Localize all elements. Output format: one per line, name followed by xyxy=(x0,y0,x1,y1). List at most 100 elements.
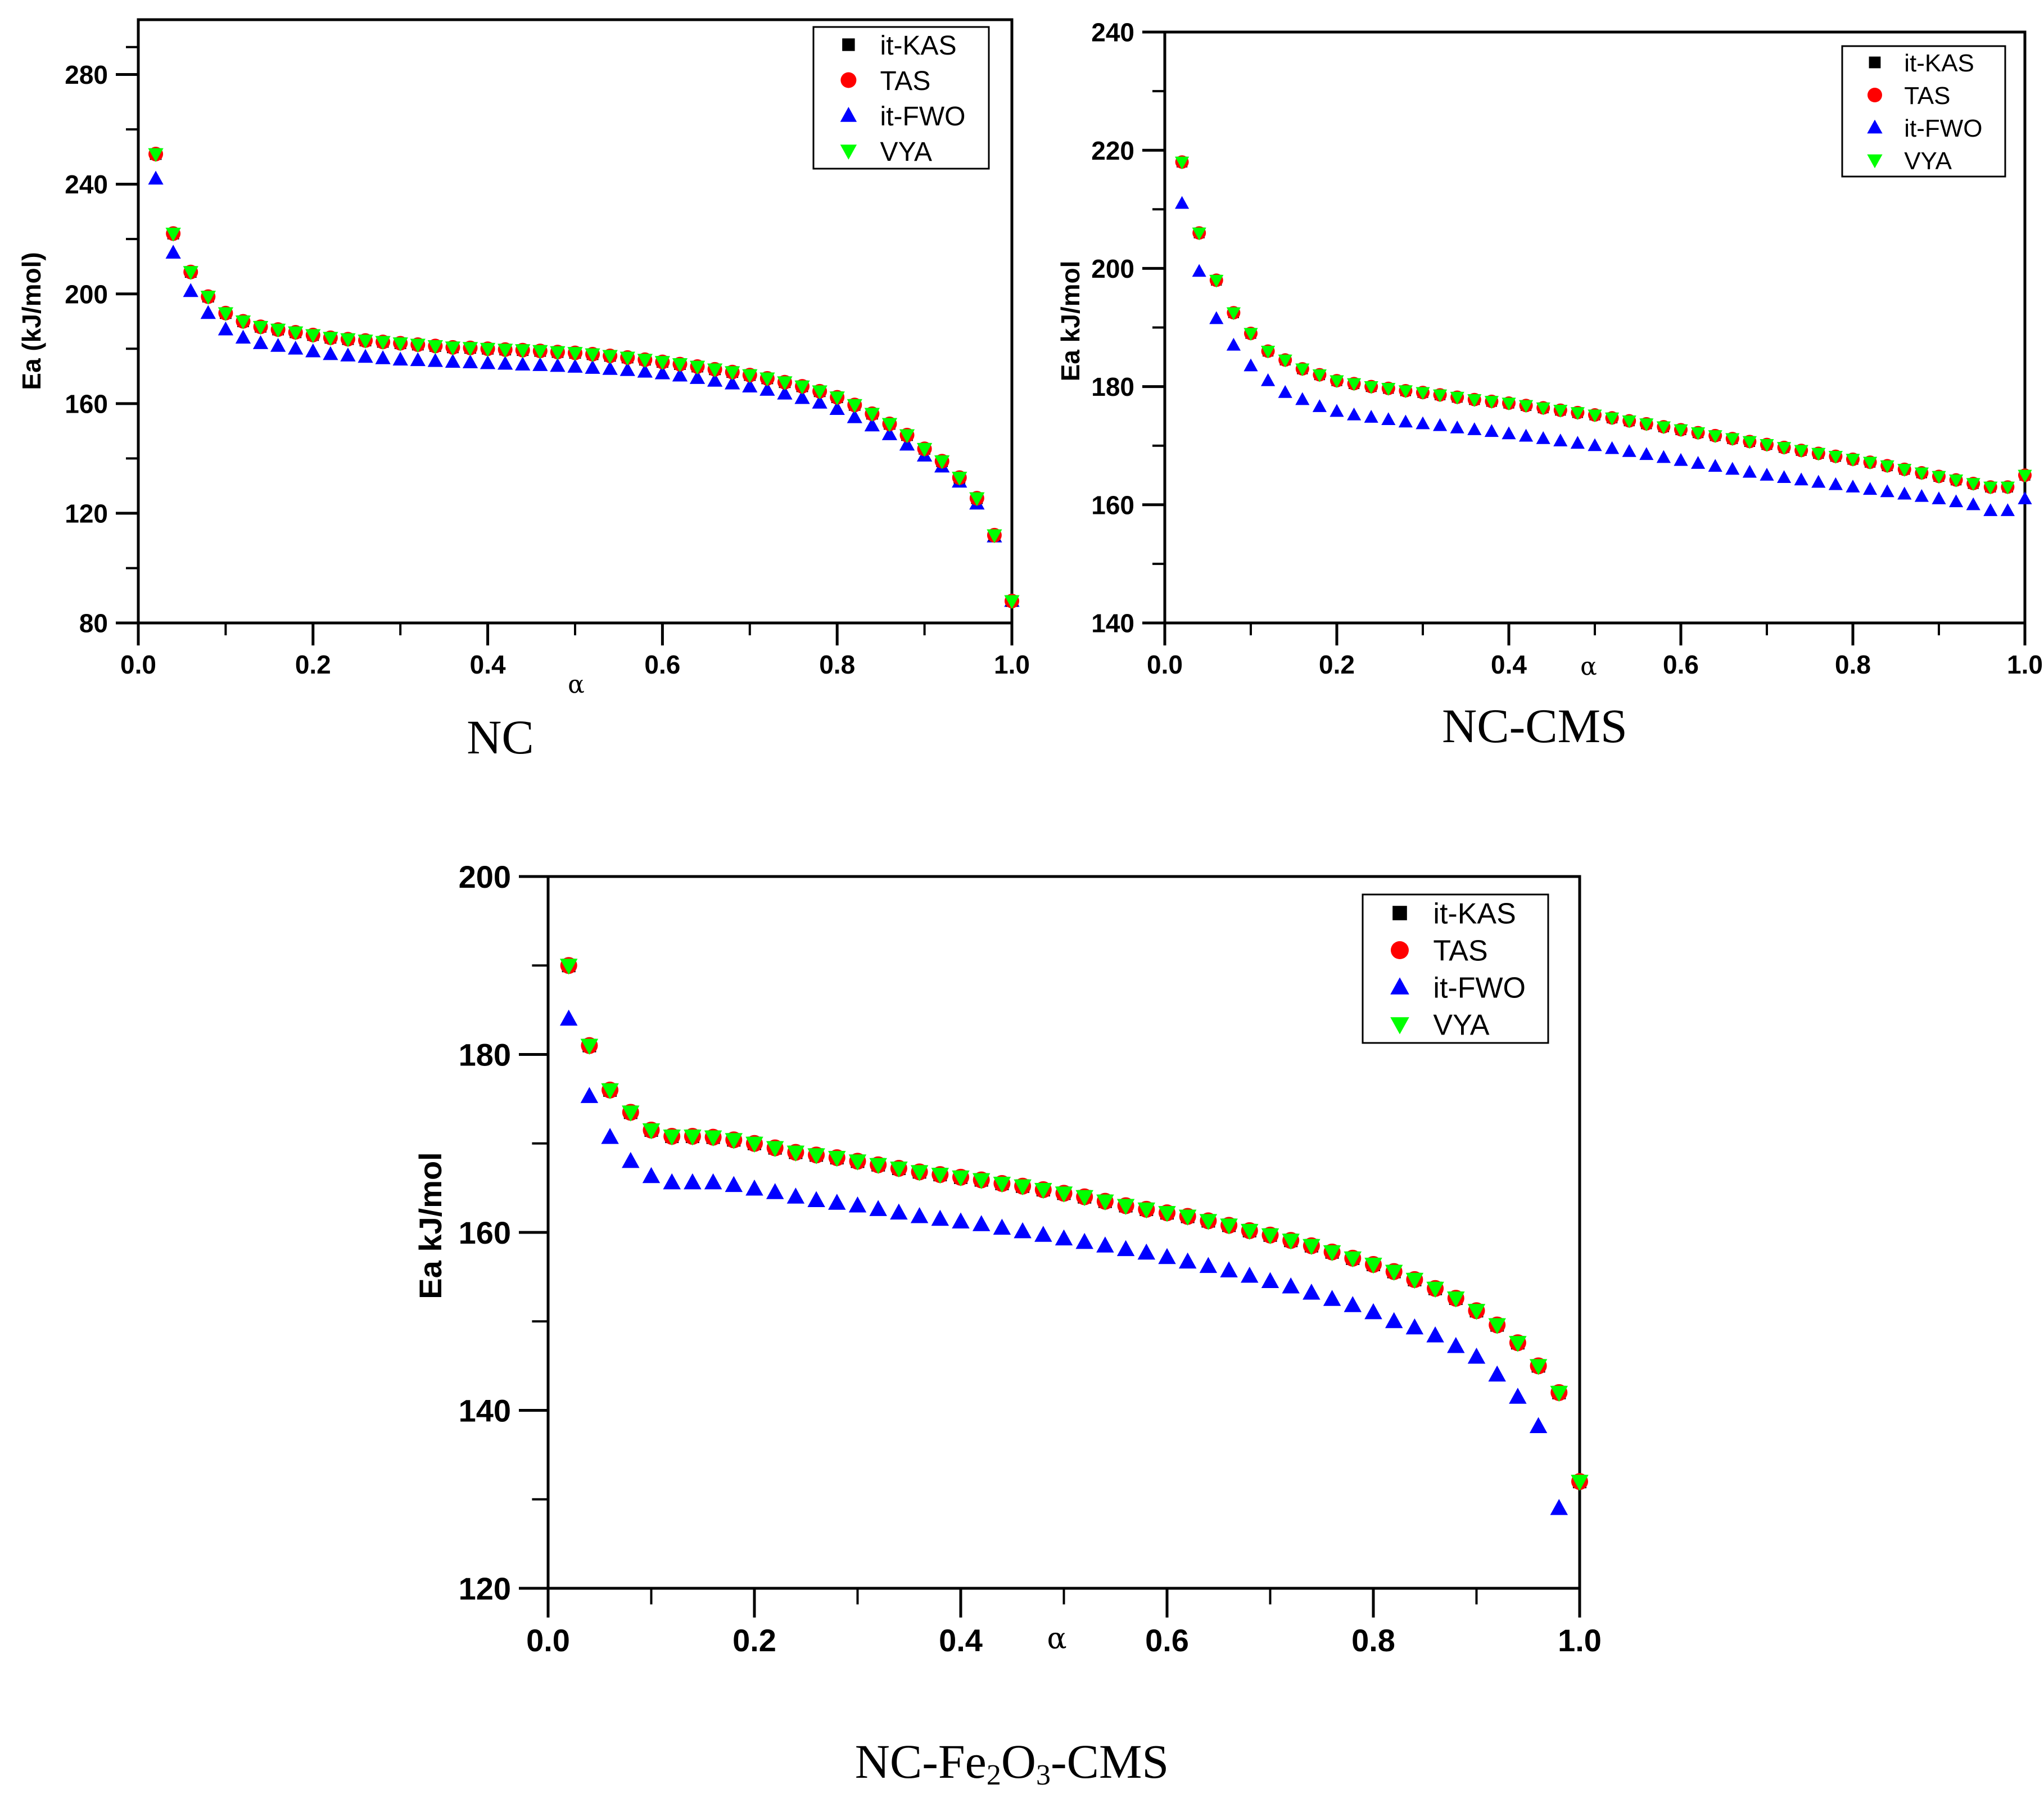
chart-nc-cms-y-ticks: 140 160 180 200 220 240 xyxy=(1091,18,1165,638)
data-point-fwo xyxy=(550,358,566,372)
data-point-vya xyxy=(1312,369,1327,382)
legend-label-vya: VYA xyxy=(1433,1009,1490,1042)
data-point-fwo xyxy=(1708,459,1722,472)
data-point-vya xyxy=(742,369,758,383)
chart-nc-fe2o3-cms-caption: NC-Fe2O3-CMS xyxy=(855,1734,1169,1791)
data-point-vya xyxy=(684,1130,702,1146)
data-point-vya xyxy=(1519,400,1534,413)
data-point-fwo xyxy=(1949,494,1964,508)
data-point-fwo xyxy=(532,357,548,371)
data-point-vya xyxy=(1488,1318,1506,1335)
data-point-vya xyxy=(288,326,304,341)
data-point-vya xyxy=(200,291,216,305)
data-point-vya xyxy=(707,363,723,378)
data-point-vya xyxy=(952,1170,970,1187)
data-point-fwo xyxy=(777,385,793,400)
data-point-vya xyxy=(848,1154,867,1171)
data-point-fwo xyxy=(766,1183,784,1199)
legend-marker-fwo xyxy=(840,107,857,122)
data-point-fwo xyxy=(1519,428,1534,442)
data-point-vya xyxy=(480,342,496,357)
data-point-vya xyxy=(1303,1239,1321,1255)
y-tick-label: 240 xyxy=(1091,18,1134,47)
data-point-fwo xyxy=(1725,462,1740,475)
data-point-fwo xyxy=(1075,1232,1093,1249)
data-point-fwo xyxy=(1312,399,1327,412)
data-point-fwo xyxy=(642,1167,661,1183)
chart-nc-fe2o3-cms-x-ticks: 0.0 0.2 0.4 0.6 0.8 1.0 xyxy=(526,1588,1602,1658)
data-point-vya xyxy=(1199,1214,1218,1230)
data-point-fwo xyxy=(1932,491,1946,504)
legend-label-kas: it-KAS xyxy=(1433,898,1516,930)
data-point-vya xyxy=(1282,1234,1300,1250)
data-point-fwo xyxy=(1398,414,1413,428)
data-point-fwo xyxy=(759,382,775,396)
data-point-vya xyxy=(952,472,967,486)
y-tick-label: 160 xyxy=(459,1215,511,1250)
data-point-fwo xyxy=(252,335,269,349)
data-point-vya xyxy=(890,1162,908,1178)
data-point-fwo xyxy=(1674,453,1688,466)
data-point-vya xyxy=(1794,445,1808,458)
legend-marker-kas xyxy=(1392,906,1407,920)
data-point-vya xyxy=(270,323,286,338)
y-tick-label: 200 xyxy=(459,859,511,895)
data-point-vya xyxy=(1323,1245,1341,1262)
legend-marker-tas xyxy=(1391,941,1409,959)
legend-label-vya: VYA xyxy=(1904,147,1952,175)
legend-label-tas: TAS xyxy=(1433,935,1487,968)
data-point-vya xyxy=(812,385,827,400)
data-point-vya xyxy=(934,455,950,469)
data-point-vya xyxy=(1004,595,1020,609)
data-point-vya xyxy=(427,340,444,354)
x-tick-label: 0.2 xyxy=(295,650,331,679)
data-point-vya xyxy=(1447,1291,1465,1308)
data-point-fwo xyxy=(480,355,496,369)
data-point-vya xyxy=(567,347,583,361)
data-point-vya xyxy=(1846,454,1860,467)
y-tick-label: 220 xyxy=(1091,136,1134,165)
data-point-vya xyxy=(1344,1251,1362,1268)
data-point-fwo xyxy=(1966,497,1980,511)
chart-nc-marks xyxy=(148,146,1020,609)
data-point-fwo xyxy=(1550,1499,1568,1515)
data-point-vya xyxy=(1075,1190,1093,1207)
legend-marker-kas xyxy=(1869,56,1881,69)
data-point-vya xyxy=(725,1133,743,1149)
data-point-fwo xyxy=(340,347,356,362)
y-tick-label: 200 xyxy=(65,279,108,309)
data-point-fwo xyxy=(165,245,181,259)
data-point-fwo xyxy=(1278,385,1292,398)
data-point-vya xyxy=(1708,430,1722,444)
data-point-vya xyxy=(1226,307,1241,320)
data-point-vya xyxy=(637,354,653,368)
data-point-vya xyxy=(1777,442,1792,455)
data-point-vya xyxy=(1502,397,1516,411)
chart-nc-y-ticks: 80 120 160 200 240 280 xyxy=(65,46,138,638)
data-point-fwo xyxy=(890,1203,908,1220)
data-point-fwo xyxy=(1385,1312,1403,1329)
data-point-vya xyxy=(550,346,566,360)
chart-nc-cms: 0.0 0.2 0.4 0.6 0.8 1.0 140 160 180 200 220 240 Ea… xyxy=(1056,18,2043,753)
data-point-vya xyxy=(1811,448,1826,461)
data-point-vya xyxy=(1364,1257,1382,1274)
data-point-fwo xyxy=(848,1196,867,1213)
data-point-fwo xyxy=(1509,1388,1527,1404)
data-point-fwo xyxy=(288,340,304,355)
data-point-vya xyxy=(807,1148,825,1164)
data-point-fwo xyxy=(931,1209,949,1226)
legend-marker-tas xyxy=(840,72,857,88)
data-point-fwo xyxy=(200,305,216,319)
data-point-vya xyxy=(1639,418,1654,432)
data-point-vya xyxy=(392,337,408,351)
data-point-vya xyxy=(1178,1209,1197,1226)
y-tick-label: 200 xyxy=(1091,254,1134,283)
data-point-vya xyxy=(165,228,181,242)
data-point-fwo xyxy=(654,365,671,380)
data-point-fwo xyxy=(1450,420,1464,433)
y-tick-label: 140 xyxy=(1091,609,1134,638)
legend-label-fwo: it-FWO xyxy=(880,102,966,132)
data-point-vya xyxy=(1450,391,1464,405)
data-point-vya xyxy=(1605,412,1620,426)
data-point-vya xyxy=(323,332,338,346)
